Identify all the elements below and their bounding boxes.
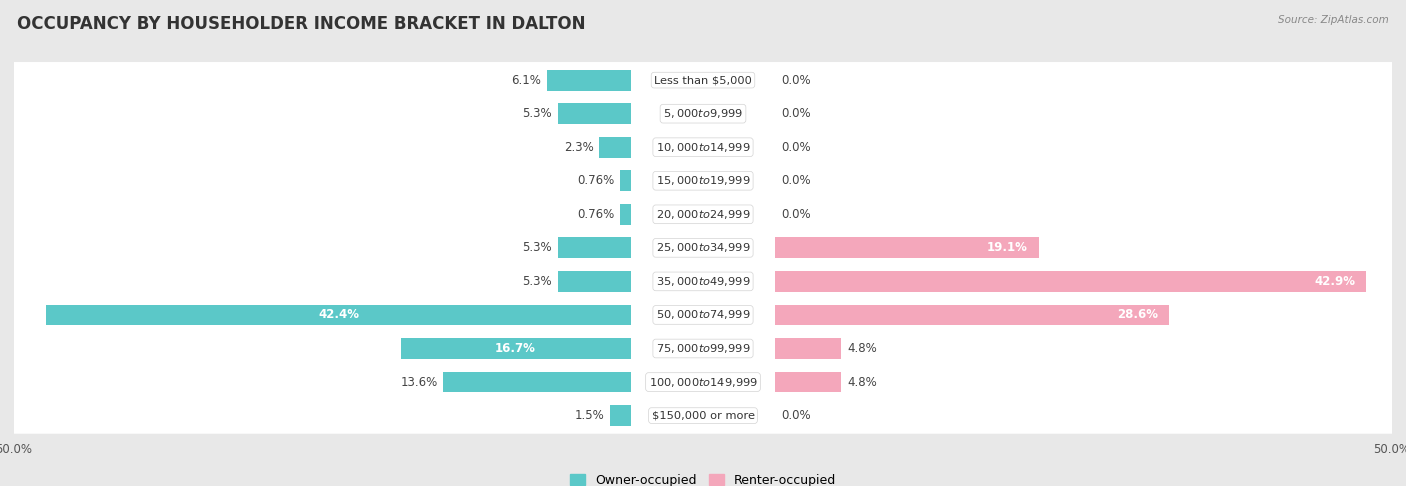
FancyBboxPatch shape [6, 96, 1400, 132]
FancyBboxPatch shape [6, 364, 1400, 400]
Text: $25,000 to $34,999: $25,000 to $34,999 [655, 242, 751, 254]
Text: $75,000 to $99,999: $75,000 to $99,999 [655, 342, 751, 355]
Text: 5.3%: 5.3% [523, 107, 553, 120]
Bar [620, 171, 631, 191]
FancyBboxPatch shape [6, 129, 1400, 165]
Text: 4.8%: 4.8% [846, 376, 877, 388]
FancyBboxPatch shape [6, 330, 1400, 366]
Text: 19.1%: 19.1% [987, 242, 1028, 254]
Text: 1.5%: 1.5% [575, 409, 605, 422]
FancyBboxPatch shape [6, 230, 1400, 266]
Bar [558, 103, 631, 124]
Text: 0.0%: 0.0% [780, 73, 810, 87]
Text: $100,000 to $149,999: $100,000 to $149,999 [648, 376, 758, 388]
Text: 6.1%: 6.1% [512, 73, 541, 87]
FancyBboxPatch shape [6, 297, 1400, 333]
Text: 0.76%: 0.76% [578, 208, 614, 221]
Text: 4.8%: 4.8% [846, 342, 877, 355]
FancyBboxPatch shape [6, 163, 1400, 199]
FancyBboxPatch shape [6, 263, 1400, 299]
Legend: Owner-occupied, Renter-occupied: Owner-occupied, Renter-occupied [565, 469, 841, 486]
Bar [547, 69, 631, 90]
Text: 42.4%: 42.4% [318, 309, 359, 321]
Bar [46, 305, 631, 325]
Bar [775, 238, 1039, 258]
Bar [775, 305, 1170, 325]
Text: 28.6%: 28.6% [1118, 309, 1159, 321]
Bar [610, 405, 631, 426]
Text: 13.6%: 13.6% [401, 376, 437, 388]
Bar [775, 338, 841, 359]
Text: Less than $5,000: Less than $5,000 [654, 75, 752, 85]
Text: $20,000 to $24,999: $20,000 to $24,999 [655, 208, 751, 221]
Bar [620, 204, 631, 225]
FancyBboxPatch shape [6, 398, 1400, 434]
Text: 0.0%: 0.0% [780, 174, 810, 187]
Text: 0.0%: 0.0% [780, 409, 810, 422]
Text: OCCUPANCY BY HOUSEHOLDER INCOME BRACKET IN DALTON: OCCUPANCY BY HOUSEHOLDER INCOME BRACKET … [17, 15, 585, 33]
Bar [401, 338, 631, 359]
FancyBboxPatch shape [6, 62, 1400, 98]
Text: $35,000 to $49,999: $35,000 to $49,999 [655, 275, 751, 288]
Text: 42.9%: 42.9% [1315, 275, 1355, 288]
Bar [775, 372, 841, 393]
Text: 0.0%: 0.0% [780, 107, 810, 120]
Text: 16.7%: 16.7% [495, 342, 536, 355]
FancyBboxPatch shape [6, 196, 1400, 232]
Text: 5.3%: 5.3% [523, 242, 553, 254]
Text: $150,000 or more: $150,000 or more [651, 411, 755, 420]
Bar [443, 372, 631, 393]
Text: 5.3%: 5.3% [523, 275, 553, 288]
Bar [558, 238, 631, 258]
Text: $15,000 to $19,999: $15,000 to $19,999 [655, 174, 751, 187]
Text: 0.0%: 0.0% [780, 208, 810, 221]
Text: 0.76%: 0.76% [578, 174, 614, 187]
Text: Source: ZipAtlas.com: Source: ZipAtlas.com [1278, 15, 1389, 25]
Bar [775, 271, 1367, 292]
Text: $10,000 to $14,999: $10,000 to $14,999 [655, 141, 751, 154]
Bar [558, 271, 631, 292]
Text: $5,000 to $9,999: $5,000 to $9,999 [664, 107, 742, 120]
Text: $50,000 to $74,999: $50,000 to $74,999 [655, 309, 751, 321]
Bar [599, 137, 631, 157]
Text: 2.3%: 2.3% [564, 141, 593, 154]
Text: 0.0%: 0.0% [780, 141, 810, 154]
